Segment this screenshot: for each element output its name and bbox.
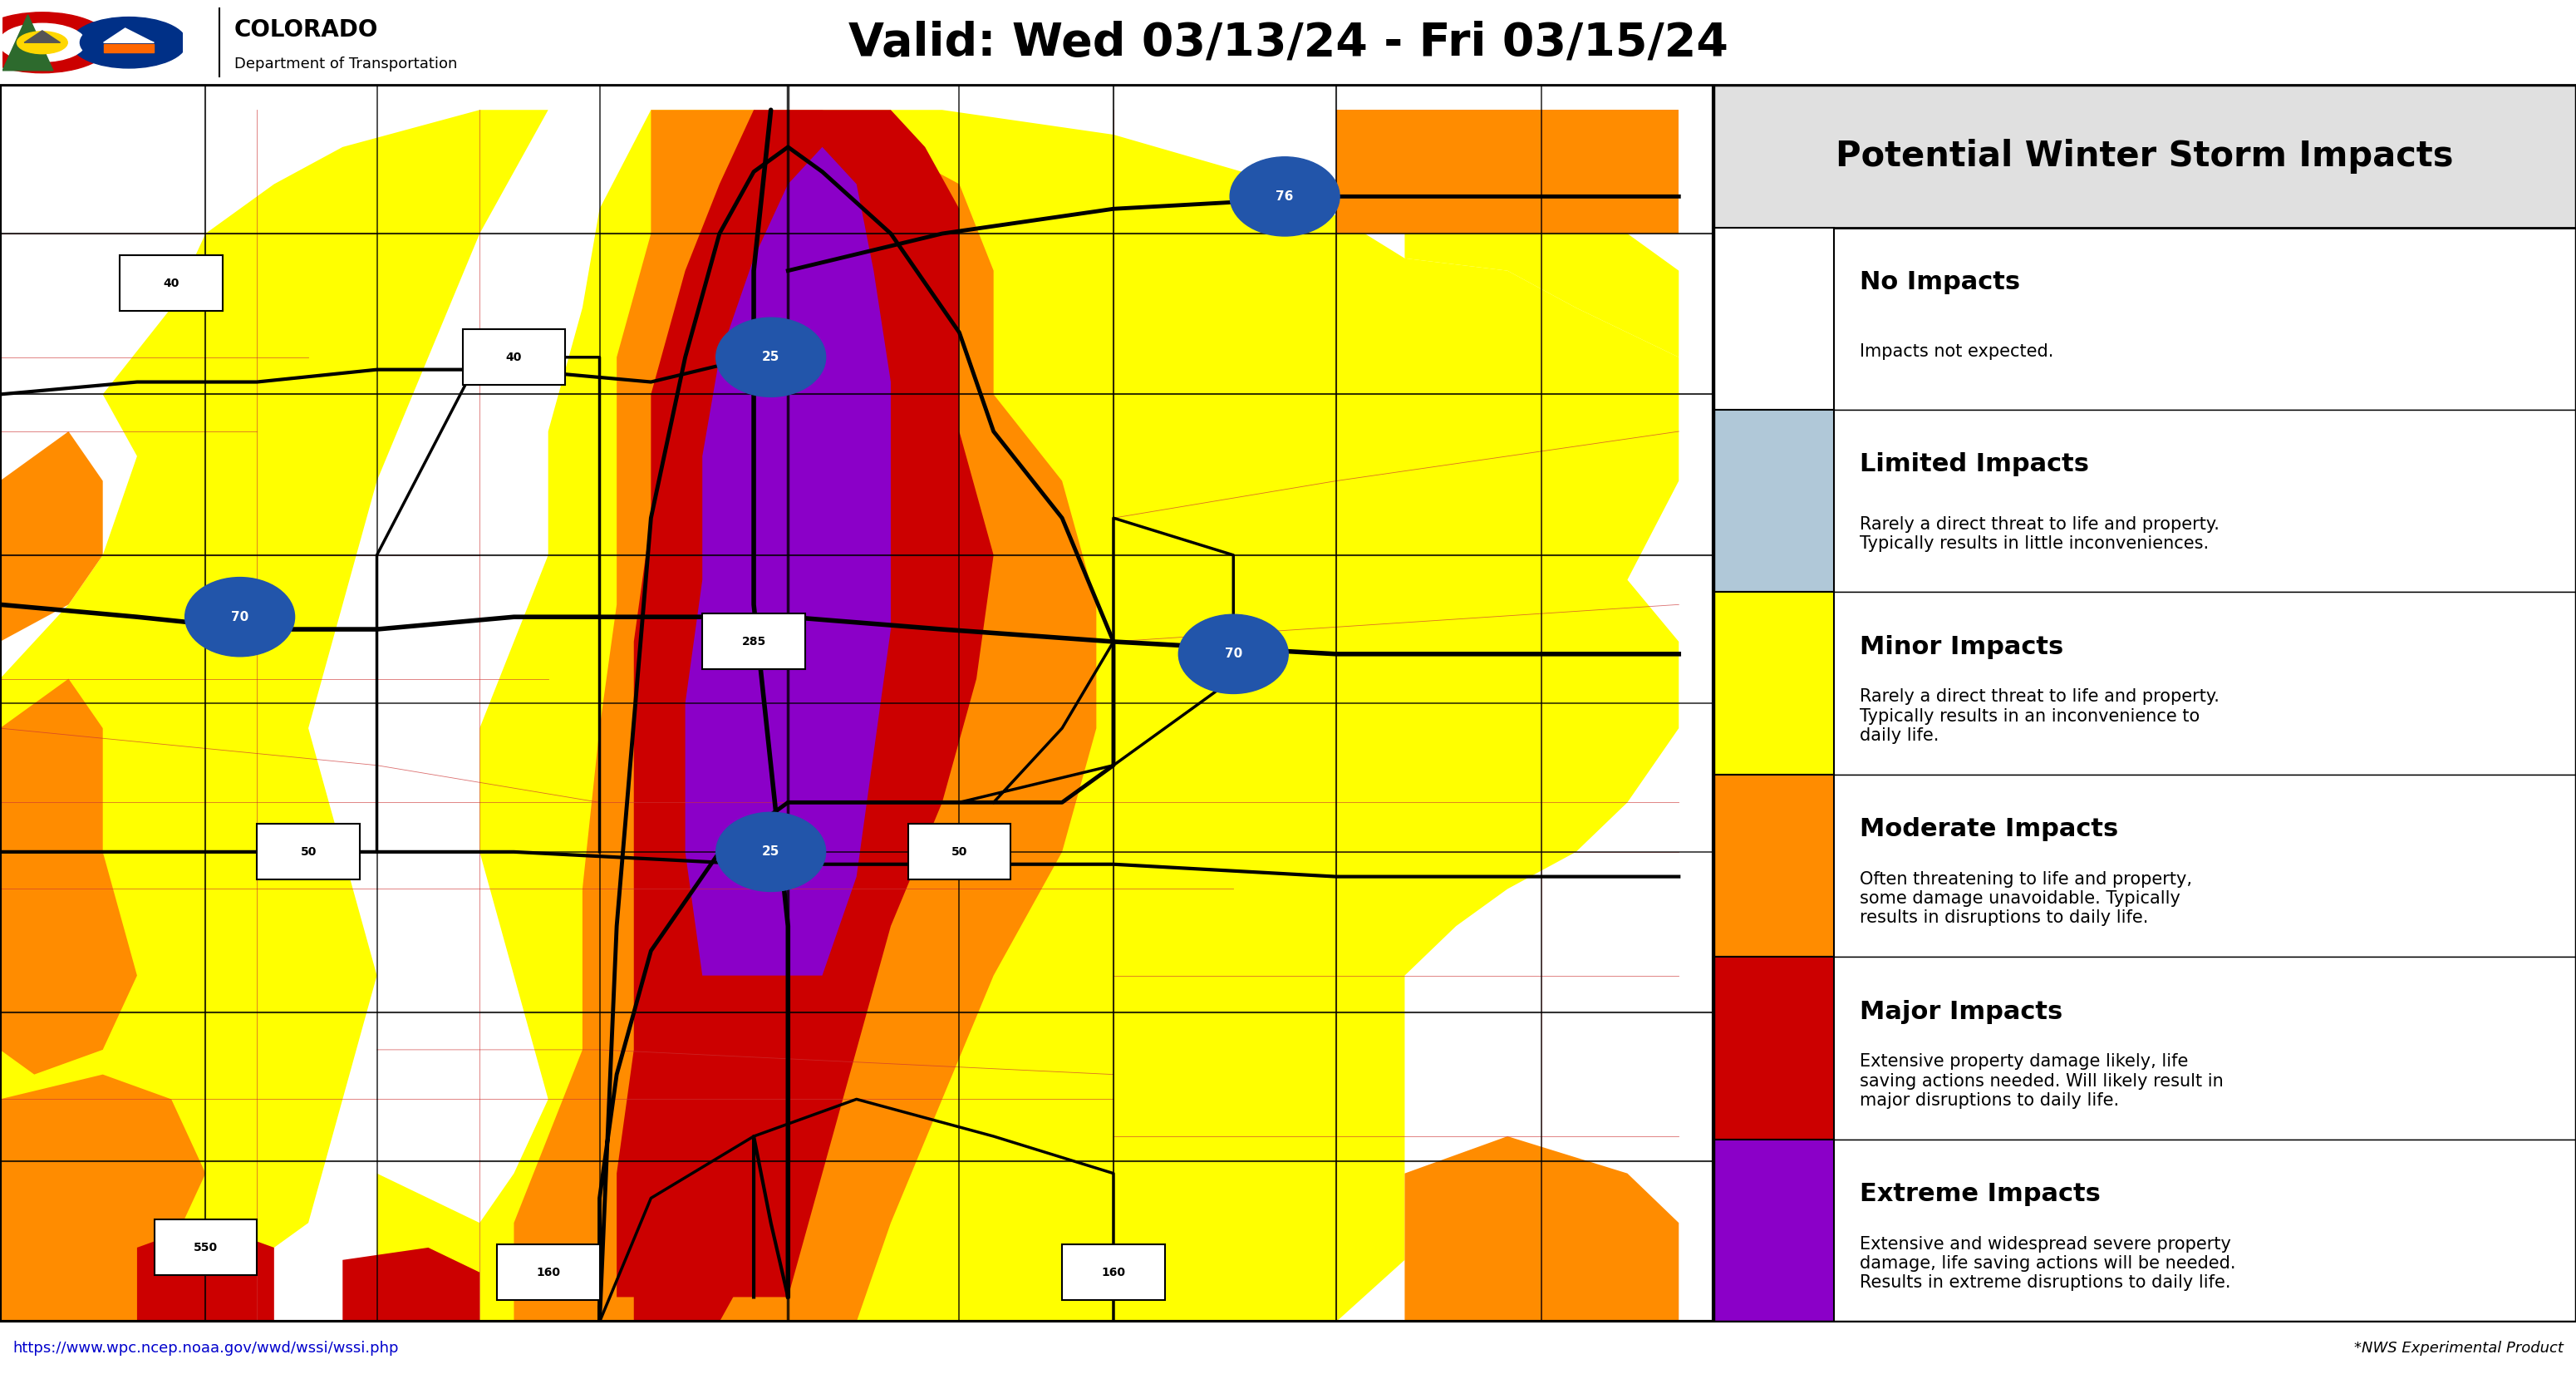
Text: 40: 40 [162,278,180,289]
Text: Often threatening to life and property,
some damage unavoidable. Typically
resul: Often threatening to life and property, … [1860,871,2192,926]
Bar [155,1220,258,1275]
Text: 70: 70 [1224,647,1242,661]
Bar [1713,775,1834,956]
Text: No Impacts: No Impacts [1860,271,2020,294]
Bar [1713,409,2576,592]
Polygon shape [703,642,822,852]
Bar [1713,1139,2576,1322]
Polygon shape [0,1260,85,1322]
Text: Extreme Impacts: Extreme Impacts [1860,1182,2099,1206]
Bar [1713,592,1834,775]
Bar [1713,227,2576,409]
Text: 70: 70 [232,610,250,624]
Polygon shape [685,147,891,976]
Text: Moderate Impacts: Moderate Impacts [1860,818,2117,841]
Circle shape [18,32,67,54]
Bar [1713,956,1834,1139]
Bar [1713,1139,1834,1322]
Bar [497,1245,600,1300]
Bar [1061,1245,1164,1300]
Text: Impacts not expected.: Impacts not expected. [1860,344,2053,360]
Text: 160: 160 [536,1267,559,1278]
Text: Limited Impacts: Limited Impacts [1860,452,2089,477]
Polygon shape [1404,234,1680,357]
Text: Potential Winter Storm Impacts: Potential Winter Storm Impacts [1837,139,2452,173]
Text: COLORADO: COLORADO [234,18,379,41]
Text: https://www.wpc.ncep.noaa.gov/wwd/wssi/wssi.php: https://www.wpc.ncep.noaa.gov/wwd/wssi/w… [13,1341,399,1355]
Polygon shape [23,30,59,43]
Polygon shape [3,15,54,70]
Polygon shape [616,110,994,1297]
Circle shape [716,812,827,892]
Text: Extensive and widespread severe property
damage, life saving actions will be nee: Extensive and widespread severe property… [1860,1235,2236,1292]
Polygon shape [103,44,155,52]
Polygon shape [343,1248,479,1322]
Polygon shape [137,1223,273,1322]
Polygon shape [0,679,137,1074]
Text: 25: 25 [762,845,781,859]
Bar [1713,775,2576,956]
Circle shape [1180,614,1288,694]
Text: 76: 76 [1275,190,1293,203]
Text: *NWS Experimental Product: *NWS Experimental Product [2354,1341,2563,1355]
Polygon shape [513,110,1097,1322]
Text: 25: 25 [762,350,781,364]
Polygon shape [0,431,103,642]
Text: 40: 40 [505,352,523,363]
Text: Extensive property damage likely, life
saving actions needed. Will likely result: Extensive property damage likely, life s… [1860,1054,2223,1109]
Text: Major Impacts: Major Impacts [1860,1000,2063,1024]
Polygon shape [1337,110,1680,234]
Bar [464,330,564,385]
Bar [907,824,1010,879]
Polygon shape [634,1235,755,1322]
Polygon shape [376,1173,479,1322]
Text: 285: 285 [742,636,765,647]
Polygon shape [0,1074,206,1322]
Text: 50: 50 [301,846,317,857]
Text: Minor Impacts: Minor Impacts [1860,635,2063,660]
Bar [1713,592,2576,775]
Bar [1713,227,1834,409]
Text: Department of Transportation: Department of Transportation [234,56,459,71]
Circle shape [0,12,111,73]
Bar [703,614,806,669]
Bar [258,824,361,879]
Polygon shape [103,29,155,43]
Bar [1713,409,1834,592]
Bar [1713,956,2576,1139]
Bar [121,256,222,311]
Bar [1713,85,2576,227]
Text: 550: 550 [193,1242,216,1253]
Polygon shape [1404,1136,1680,1322]
Circle shape [185,577,294,657]
Circle shape [72,16,185,69]
Text: Rarely a direct threat to life and property.
Typically results in an inconvenien: Rarely a direct threat to life and prope… [1860,688,2221,743]
Circle shape [716,317,827,397]
Text: Valid: Wed 03/13/24 - Fri 03/15/24: Valid: Wed 03/13/24 - Fri 03/15/24 [848,21,1728,65]
Text: Rarely a direct threat to life and property.
Typically results in little inconve: Rarely a direct threat to life and prope… [1860,515,2221,552]
Circle shape [80,21,178,65]
Polygon shape [0,110,549,1322]
Circle shape [1229,157,1340,236]
Polygon shape [479,110,1680,1322]
Text: 160: 160 [1103,1267,1126,1278]
Text: 50: 50 [951,846,969,857]
Circle shape [0,23,85,62]
